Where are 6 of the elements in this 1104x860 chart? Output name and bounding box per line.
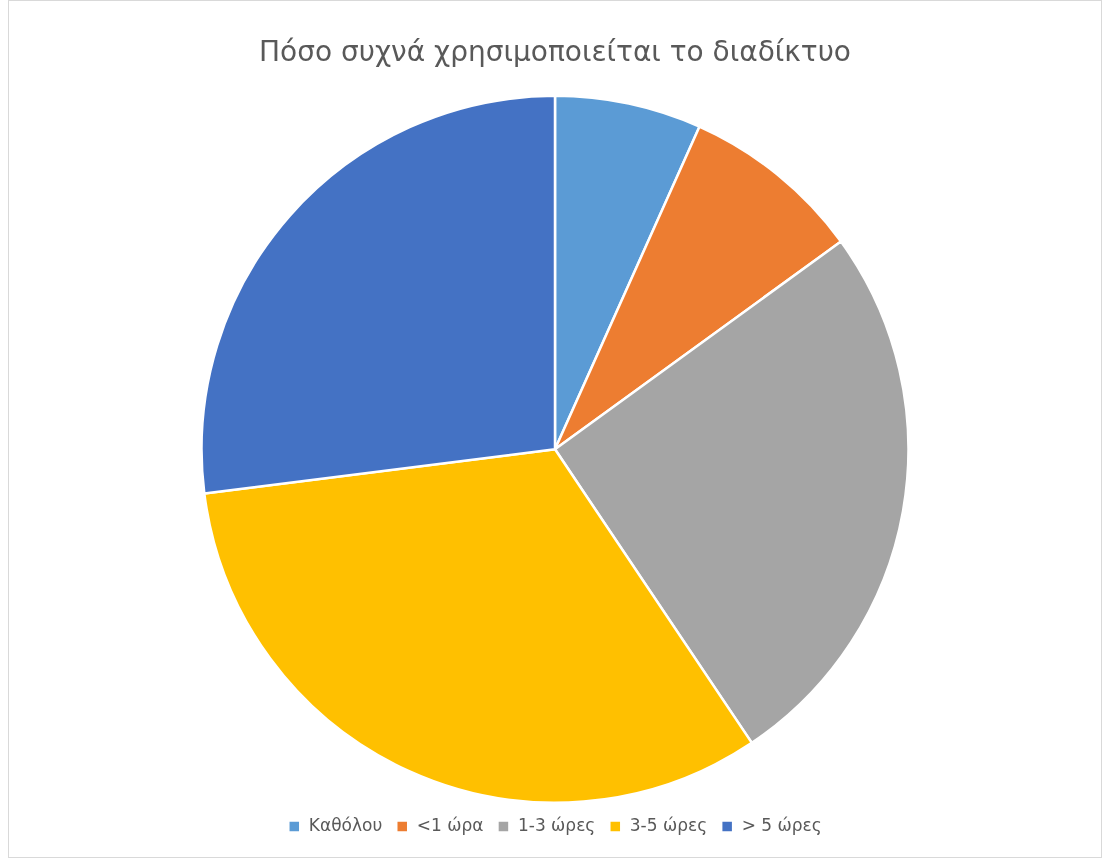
legend-label: > 5 ώρες	[741, 814, 822, 835]
legend-label: 3-5 ώρες	[629, 814, 708, 835]
legend-label: 1-3 ώρες	[517, 814, 596, 835]
chart-title: Πόσο συχνά χρησιμοποιείται το διαδίκτυο	[259, 35, 851, 69]
legend-label: Καθόλου	[308, 814, 383, 835]
legend-label: <1 ώρα	[416, 814, 484, 835]
